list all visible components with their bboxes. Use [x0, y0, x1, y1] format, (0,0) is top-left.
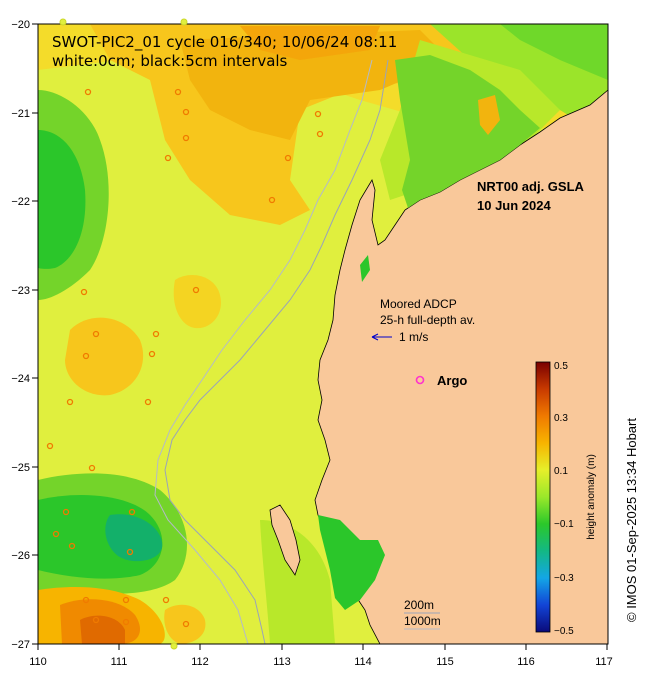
lon-tick-label: 111 — [111, 656, 128, 668]
colorbar-tick-2: 0.1 — [554, 466, 568, 477]
lat-tick-label: −27 — [11, 639, 30, 651]
lat-tick-label: −23 — [11, 285, 30, 297]
credit-text: © IMOS 01-Sep-2025 13:34 Hobart — [624, 418, 639, 622]
product-label: NRT00 adj. GSLA — [477, 179, 585, 194]
isobath-1000m — [154, 59, 373, 644]
argo-float-markers — [46, 88, 324, 628]
plot-frame — [37, 23, 609, 645]
colorbar-label: height anomaly (m) — [586, 454, 597, 540]
isobaths — [154, 59, 389, 644]
coastal-fringe-2 — [478, 95, 500, 135]
isobath-200-label: 200m — [404, 598, 434, 612]
colorbar-tick-5: −0.5 — [554, 626, 574, 637]
isobath-1000-label: 1000m — [404, 614, 441, 628]
lon-tick-label: 110 — [29, 656, 47, 668]
swot-points — [59, 18, 188, 650]
colorbar-tick-0: 0.5 — [554, 361, 568, 372]
colorbar-tick-4: −0.3 — [554, 573, 574, 584]
colorbar-gradient — [535, 361, 551, 633]
adcp-scale-arrow — [371, 333, 392, 341]
lat-tick-label: −24 — [11, 373, 30, 385]
adcp-scale-label: 1 m/s — [399, 330, 428, 344]
lon-tick-label: 115 — [436, 656, 454, 668]
gulf-green — [360, 255, 370, 282]
lon-tick-label: 113 — [273, 656, 291, 668]
colorbar: 0.5 0.3 0.1 −0.1 −0.3 −0.5 height anomal… — [535, 361, 597, 637]
isobath-200m — [164, 59, 389, 644]
adcp-subtitle: 25-h full-depth av. — [380, 313, 475, 327]
coastal-fringe — [395, 55, 540, 208]
shark-bay-green — [318, 515, 385, 610]
lat-tick-label: −20 — [11, 19, 30, 31]
product-date: 10 Jun 2024 — [477, 198, 551, 213]
colorbar-tick-3: −0.1 — [554, 519, 574, 530]
lon-axis: 110 111 112 113 114 115 116 117 — [29, 644, 613, 668]
title-line-1: SWOT-PIC2_01 cycle 016/340; 10/06/24 08:… — [52, 33, 397, 52]
argo-legend-icon — [415, 375, 425, 385]
lon-tick-label: 116 — [517, 656, 535, 668]
lon-tick-label: 112 — [191, 656, 209, 668]
argo-legend-label: Argo — [437, 373, 467, 388]
adcp-title: Moored ADCP — [380, 297, 457, 311]
lat-axis: −20 −21 −22 −23 −24 −25 −26 −27 — [11, 19, 38, 651]
colorbar-tick-1: 0.3 — [554, 413, 568, 424]
lon-tick-label: 117 — [595, 656, 613, 668]
lat-tick-label: −22 — [11, 196, 30, 208]
lat-tick-label: −26 — [11, 550, 30, 562]
lon-tick-label: 114 — [354, 656, 372, 668]
lat-tick-label: −21 — [11, 108, 30, 120]
peninsula-west — [269, 504, 301, 576]
map-plot-area — [38, 24, 608, 644]
lat-tick-label: −25 — [11, 462, 30, 474]
title-line-2: white:0cm; black:5cm intervals — [52, 52, 288, 70]
